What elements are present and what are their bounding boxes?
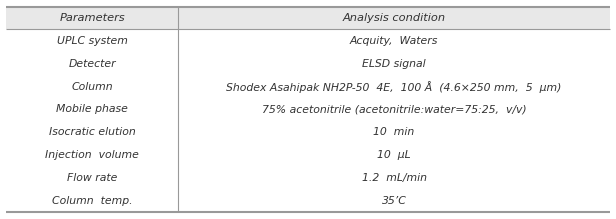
Text: 1.2  mL/min: 1.2 mL/min [362,173,426,183]
Text: Analysis condition: Analysis condition [342,13,445,23]
Text: Flow rate: Flow rate [67,173,118,183]
Text: 10  μL: 10 μL [377,150,411,160]
Text: Acquity,  Waters: Acquity, Waters [350,36,438,46]
Text: Column  temp.: Column temp. [52,196,132,206]
Text: Mobile phase: Mobile phase [56,104,128,115]
Text: 10  min: 10 min [373,127,415,137]
Text: UPLC system: UPLC system [57,36,128,46]
Text: Detecter: Detecter [68,59,116,69]
Text: Shodex Asahipak NH2P-50  4E,  100 Å  (4.6×250 mm,  5  μm): Shodex Asahipak NH2P-50 4E, 100 Å (4.6×2… [226,81,562,93]
Text: Isocratic elution: Isocratic elution [49,127,136,137]
Text: ELSD signal: ELSD signal [362,59,426,69]
Text: Parameters: Parameters [59,13,125,23]
Text: 35’C: 35’C [381,196,407,206]
Text: Column: Column [71,82,113,92]
Text: 75% acetonitrile (acetonitrile:water=75:25,  v/v): 75% acetonitrile (acetonitrile:water=75:… [262,104,526,115]
Bar [6,7,610,29]
Text: Injection  volume: Injection volume [45,150,139,160]
